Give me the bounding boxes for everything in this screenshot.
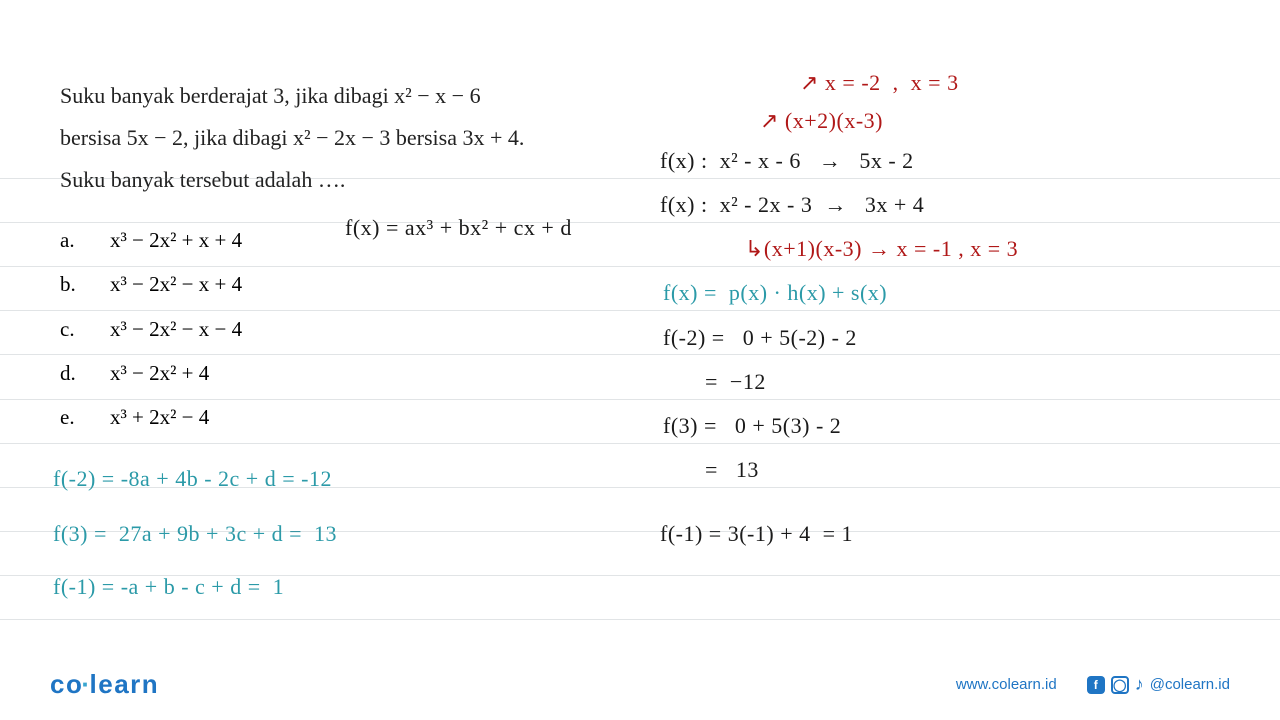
option-text: x³ − 2x² − x − 4 [110, 307, 242, 351]
problem-line: Suku banyak tersebut adalah …. [60, 159, 625, 201]
option-text: x³ − 2x² − x + 4 [110, 262, 242, 306]
ruled-line [0, 178, 1280, 179]
option-c: c. x³ − 2x² − x − 4 [60, 307, 1230, 351]
ruled-line [0, 619, 1280, 620]
ruled-line [0, 531, 1280, 532]
footer: co·learn www.colearn.id f ◯ ♪ @colearn.i… [50, 669, 1230, 700]
hand-f-neg1: f(-1) = 3(-1) + 4 = 1 [660, 521, 853, 547]
answer-options: a. x³ − 2x² + x + 4 b. x³ − 2x² − x + 4 … [60, 218, 1230, 438]
ruled-line [0, 575, 1280, 576]
hand-f-neg2-result: = −12 [663, 369, 766, 395]
problem-text: Suku banyak berderajat 3, jika dibagi x²… [60, 75, 625, 200]
option-letter: d. [60, 351, 110, 395]
option-letter: e. [60, 395, 110, 439]
option-a: a. x³ − 2x² + x + 4 [60, 218, 1230, 262]
hand-factor-2: ↳(x+1)(x-3) → x = -1 , x = 3 [745, 236, 1018, 262]
ruled-line [0, 266, 1280, 267]
hand-fx-div2: f(x) : x² - 2x - 3 → 3x + 4 [660, 192, 924, 218]
instagram-icon: ◯ [1111, 676, 1129, 694]
social-handle: @colearn.id [1150, 676, 1230, 693]
logo-text-right: learn [90, 669, 160, 699]
option-letter: b. [60, 262, 110, 306]
logo-text-left: co [50, 669, 83, 699]
hand-fx-form: f(x) = ax³ + bx² + cx + d [345, 215, 572, 241]
hand-eq3: f(-1) = -a + b - c + d = 1 [53, 574, 284, 600]
option-letter: a. [60, 218, 110, 262]
option-text: x³ − 2x² + 4 [110, 351, 209, 395]
option-b: b. x³ − 2x² − x + 4 [60, 262, 1230, 306]
footer-url: www.colearn.id [956, 676, 1057, 693]
hand-fx-phs: f(x) = p(x) · h(x) + s(x) [663, 280, 887, 306]
ruled-line [0, 310, 1280, 311]
hand-eq1: f(-2) = -8a + 4b - 2c + d = -12 [53, 466, 332, 492]
option-d: d. x³ − 2x² + 4 [60, 351, 1230, 395]
brand-logo: co·learn [50, 669, 159, 700]
hand-f-3-result: = 13 [663, 457, 759, 483]
option-text: x³ − 2x² + x + 4 [110, 218, 242, 262]
ruled-line [0, 354, 1280, 355]
option-e: e. x³ + 2x² − 4 [60, 395, 1230, 439]
hand-factor-top: ↗ (x+2)(x-3) [760, 108, 883, 134]
hand-f-neg2: f(-2) = 0 + 5(-2) - 2 [663, 325, 857, 351]
social-links: f ◯ ♪ @colearn.id [1087, 674, 1230, 695]
hand-f-3: f(3) = 0 + 5(3) - 2 [663, 413, 841, 439]
ruled-line [0, 222, 1280, 223]
tiktok-icon: ♪ [1135, 674, 1144, 695]
option-letter: c. [60, 307, 110, 351]
option-text: x³ + 2x² − 4 [110, 395, 209, 439]
hand-fx-div1: f(x) : x² - x - 6 → 5x - 2 [660, 148, 914, 174]
ruled-line [0, 443, 1280, 444]
hand-roots-top: ↗ x = -2 , x = 3 [800, 70, 959, 96]
ruled-line [0, 487, 1280, 488]
ruled-line [0, 399, 1280, 400]
problem-line: Suku banyak berderajat 3, jika dibagi x²… [60, 75, 625, 117]
problem-line: bersisa 5x − 2, jika dibagi x² − 2x − 3 … [60, 117, 625, 159]
hand-eq2: f(3) = 27a + 9b + 3c + d = 13 [53, 521, 337, 547]
facebook-icon: f [1087, 676, 1105, 694]
